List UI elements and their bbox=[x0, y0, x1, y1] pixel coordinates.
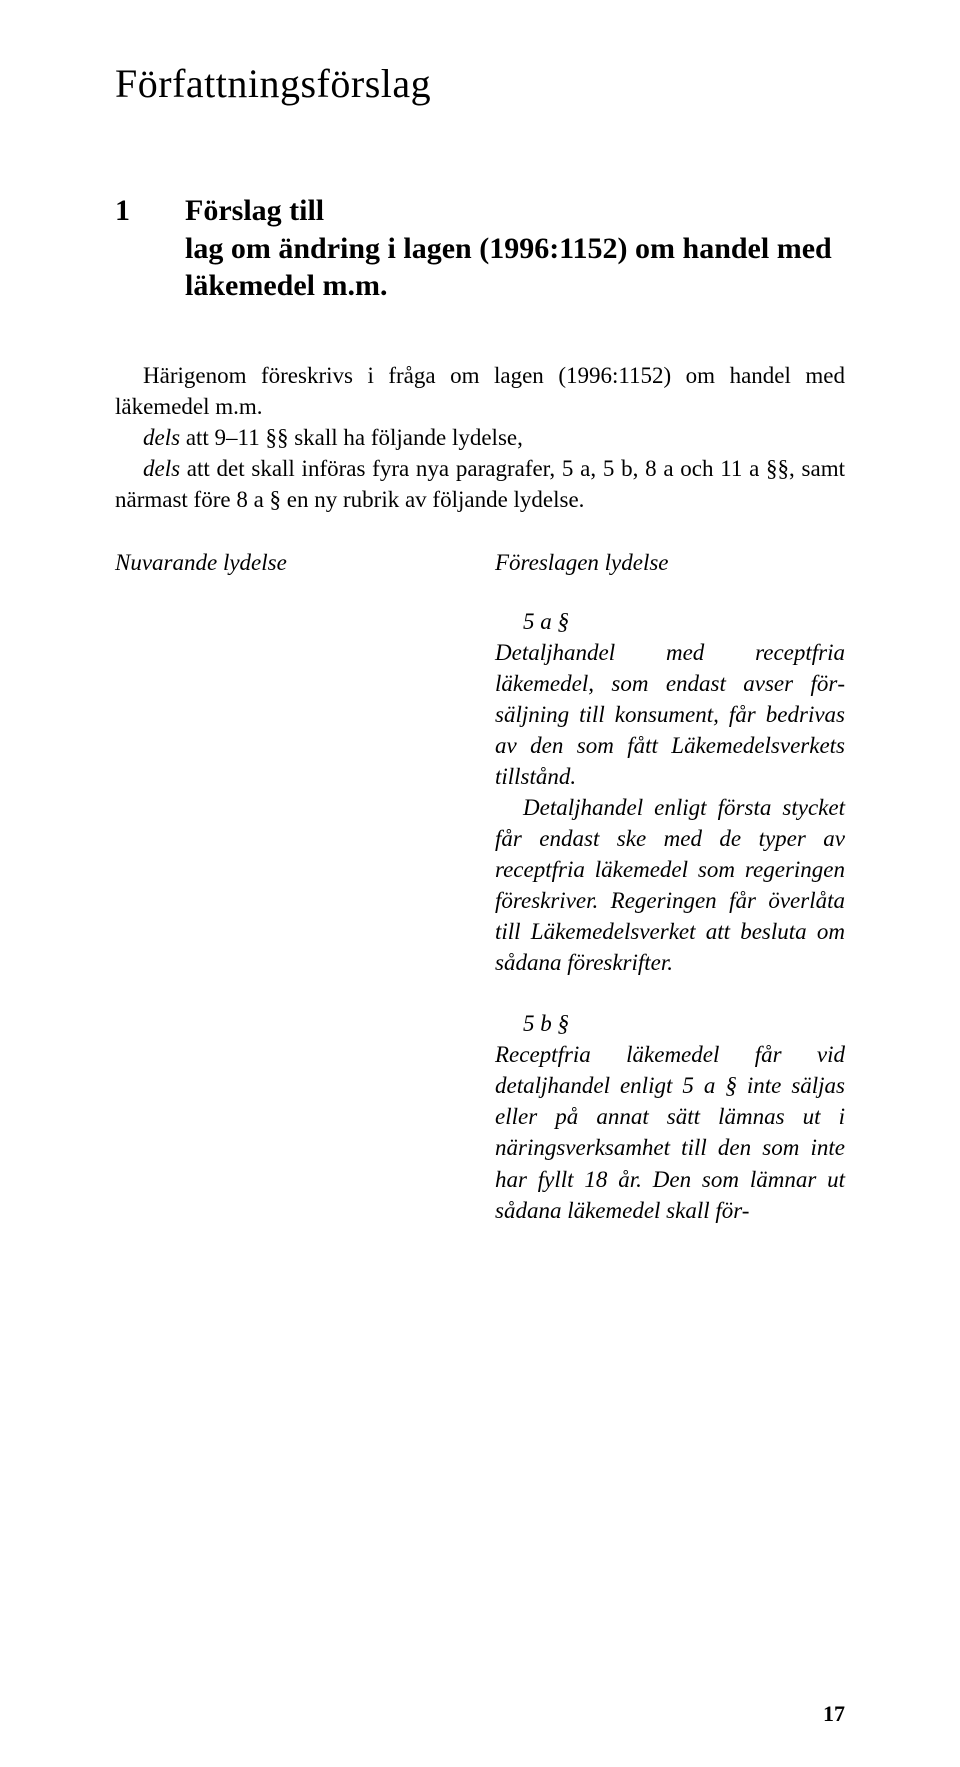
page-title: Författningsförslag bbox=[115, 60, 845, 107]
section-title: Förslag till lag om ändring i lagen (199… bbox=[185, 192, 845, 305]
intro-dels-2: dels att det skall införas fyra nya para… bbox=[115, 453, 845, 515]
two-column-layout: Nuvarande lydelse Föreslagen lydelse 5 a… bbox=[115, 550, 845, 1256]
intro-dels1-prefix: dels bbox=[143, 425, 180, 450]
intro-dels2-rest: att det skall införas fyra nya paragrafe… bbox=[115, 456, 845, 512]
section-5a-p1-text: Detaljhandel med receptfria läkemedel, s… bbox=[495, 640, 845, 789]
intro-dels1-rest: att 9–11 §§ skall ha följande lydelse, bbox=[180, 425, 523, 450]
column-left: Nuvarande lydelse bbox=[115, 550, 480, 1256]
section-heading: 1 Förslag till lag om ändring i lagen (1… bbox=[115, 192, 845, 305]
section-5b-label: 5 b § bbox=[523, 1011, 569, 1036]
section-5a: 5 a § Detaljhandel med receptfria läkemed… bbox=[495, 606, 845, 979]
section-title-line2: lag om ändring i lagen (1996:1152) om ha… bbox=[185, 232, 832, 303]
intro-dels2-prefix: dels bbox=[143, 456, 180, 481]
column-right: Föreslagen lydelse 5 a § Detaljhandel med… bbox=[480, 550, 845, 1256]
section-5b: 5 b § Receptfria läkemedel får vid detalj… bbox=[495, 1008, 845, 1225]
document-page: Författningsförslag 1 Förslag till lag o… bbox=[0, 0, 960, 1767]
intro-dels-1: dels att 9–11 §§ skall ha följande lydel… bbox=[115, 422, 845, 453]
section-5a-p2: Detaljhandel enligt första stycket får e… bbox=[495, 792, 845, 978]
intro-line1: Härigenom föreskrivs i fråga om lagen (1… bbox=[115, 360, 845, 422]
col-left-heading: Nuvarande lydelse bbox=[115, 550, 465, 576]
intro-block: Härigenom föreskrivs i fråga om lagen (1… bbox=[115, 360, 845, 515]
section-5a-label: 5 a § bbox=[523, 609, 569, 634]
section-number: 1 bbox=[115, 194, 185, 228]
section-5b-p1: 5 b § Receptfria läkemedel får vid detalj… bbox=[495, 1008, 845, 1225]
col-right-heading: Föreslagen lydelse bbox=[495, 550, 845, 576]
page-number: 17 bbox=[823, 1701, 845, 1727]
section-5a-p1: 5 a § Detaljhandel med receptfria läkemed… bbox=[495, 606, 845, 792]
section-title-line1: Förslag till bbox=[185, 194, 324, 227]
section-5b-p1-text: Receptfria läkemedel får vid detaljhande… bbox=[495, 1042, 845, 1222]
